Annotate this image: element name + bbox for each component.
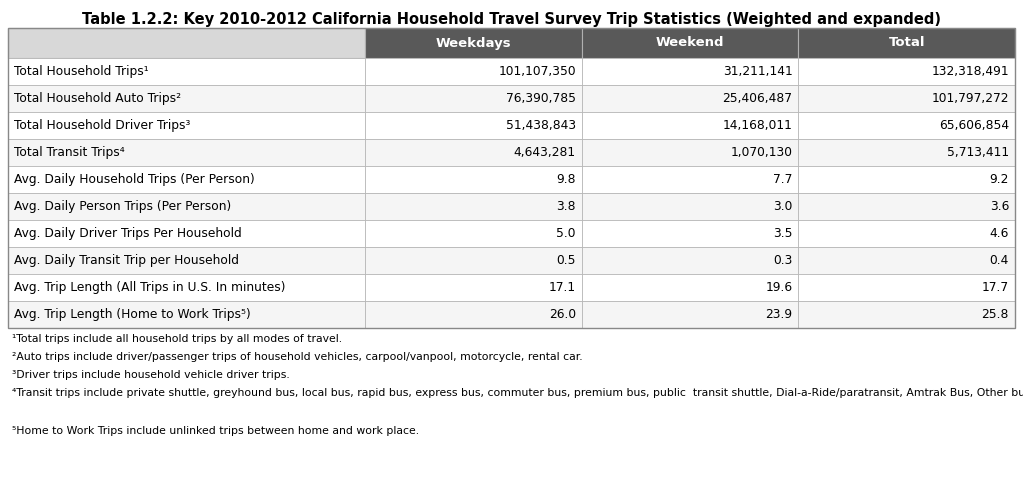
Text: 25.8: 25.8	[982, 308, 1009, 321]
Text: 65,606,854: 65,606,854	[939, 119, 1009, 132]
Text: Avg. Daily Transit Trip per Household: Avg. Daily Transit Trip per Household	[14, 254, 239, 267]
Text: Avg. Trip Length (All Trips in U.S. In minutes): Avg. Trip Length (All Trips in U.S. In m…	[14, 281, 285, 294]
Text: 5.0: 5.0	[557, 227, 576, 240]
Text: 101,797,272: 101,797,272	[932, 92, 1009, 105]
Text: Avg. Daily Person Trips (Per Person): Avg. Daily Person Trips (Per Person)	[14, 200, 231, 213]
Text: 0.5: 0.5	[557, 254, 576, 267]
Text: 9.8: 9.8	[557, 173, 576, 186]
Text: ¹Total trips include all household trips by all modes of travel.: ¹Total trips include all household trips…	[12, 334, 342, 344]
Text: Total: Total	[889, 36, 925, 49]
Text: Total Household Driver Trips³: Total Household Driver Trips³	[14, 119, 190, 132]
Text: 101,107,350: 101,107,350	[498, 65, 576, 78]
Text: Avg. Daily Household Trips (Per Person): Avg. Daily Household Trips (Per Person)	[14, 173, 255, 186]
Text: 9.2: 9.2	[989, 173, 1009, 186]
Text: 25,406,487: 25,406,487	[722, 92, 793, 105]
Text: 3.5: 3.5	[773, 227, 793, 240]
Text: ⁴Transit trips include private shuttle, greyhound bus, local bus, rapid bus, exp: ⁴Transit trips include private shuttle, …	[12, 388, 1023, 398]
Text: 19.6: 19.6	[765, 281, 793, 294]
Text: 3.8: 3.8	[557, 200, 576, 213]
Text: 3.0: 3.0	[773, 200, 793, 213]
Text: Total Household Trips¹: Total Household Trips¹	[14, 65, 148, 78]
Text: 31,211,141: 31,211,141	[722, 65, 793, 78]
Text: 132,318,491: 132,318,491	[931, 65, 1009, 78]
Text: 23.9: 23.9	[765, 308, 793, 321]
Text: 0.4: 0.4	[989, 254, 1009, 267]
Text: 4.6: 4.6	[989, 227, 1009, 240]
Text: ³Driver trips include household vehicle driver trips.: ³Driver trips include household vehicle …	[12, 370, 290, 380]
Text: Avg. Trip Length (Home to Work Trips⁵): Avg. Trip Length (Home to Work Trips⁵)	[14, 308, 251, 321]
Text: Total Household Auto Trips²: Total Household Auto Trips²	[14, 92, 181, 105]
Text: Weekend: Weekend	[656, 36, 724, 49]
Text: 76,390,785: 76,390,785	[506, 92, 576, 105]
Text: Weekdays: Weekdays	[436, 36, 512, 49]
Text: 4,643,281: 4,643,281	[514, 146, 576, 159]
Text: 7.7: 7.7	[773, 173, 793, 186]
Text: Table 1.2.2: Key 2010-2012 California Household Travel Survey Trip Statistics (W: Table 1.2.2: Key 2010-2012 California Ho…	[82, 12, 941, 27]
Text: 5,713,411: 5,713,411	[947, 146, 1009, 159]
Text: 17.7: 17.7	[982, 281, 1009, 294]
Text: 51,438,843: 51,438,843	[505, 119, 576, 132]
Text: ²Auto trips include driver/passenger trips of household vehicles, carpool/vanpoo: ²Auto trips include driver/passenger tri…	[12, 352, 583, 362]
Text: 14,168,011: 14,168,011	[722, 119, 793, 132]
Text: 17.1: 17.1	[549, 281, 576, 294]
Text: 1,070,130: 1,070,130	[730, 146, 793, 159]
Text: 3.6: 3.6	[989, 200, 1009, 213]
Text: Avg. Daily Driver Trips Per Household: Avg. Daily Driver Trips Per Household	[14, 227, 241, 240]
Text: 0.3: 0.3	[773, 254, 793, 267]
Text: Total Transit Trips⁴: Total Transit Trips⁴	[14, 146, 125, 159]
Text: ⁵Home to Work Trips include unlinked trips between home and work place.: ⁵Home to Work Trips include unlinked tri…	[12, 426, 419, 436]
Text: 26.0: 26.0	[549, 308, 576, 321]
